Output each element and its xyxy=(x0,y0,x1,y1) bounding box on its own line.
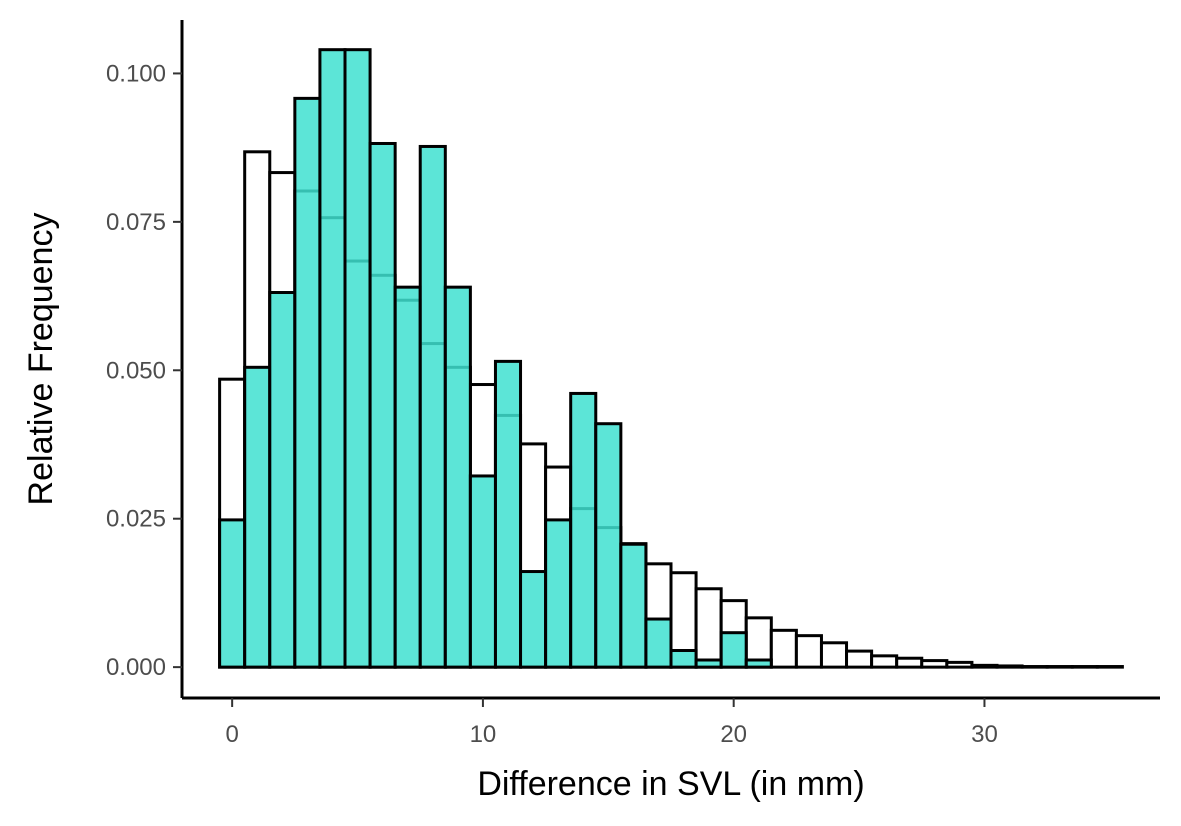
white-bar-23 xyxy=(794,634,823,669)
white-bar-25 xyxy=(845,649,874,669)
teal-bar-10 xyxy=(468,474,497,669)
teal-bar-16 xyxy=(619,542,648,669)
white-bar-19 xyxy=(694,587,723,669)
teal-bar-9 xyxy=(443,285,472,669)
white-bar-31 xyxy=(995,664,1024,669)
white-bar-27 xyxy=(895,656,924,669)
teal-bar-17 xyxy=(644,617,673,669)
white-bar-34 xyxy=(1070,665,1099,669)
teal-bar-1 xyxy=(243,365,272,669)
white-bar-33 xyxy=(1045,665,1074,669)
x-axis-title: Difference in SVL (in mm) xyxy=(477,765,864,803)
teal-bar-20 xyxy=(719,631,748,669)
white-bar-30 xyxy=(970,663,999,669)
teal-histogram-bars xyxy=(218,48,773,669)
white-bar-35 xyxy=(1095,665,1124,669)
teal-bar-19 xyxy=(694,658,723,669)
teal-bar-13 xyxy=(544,518,573,669)
x-tick-label: 30 xyxy=(971,721,998,748)
white-bar-29 xyxy=(945,660,974,669)
y-tick-label: 0.000 xyxy=(106,654,166,681)
teal-bar-18 xyxy=(669,649,698,669)
teal-bar-2 xyxy=(268,291,297,669)
teal-bar-15 xyxy=(594,422,623,669)
teal-bar-5 xyxy=(343,48,372,669)
y-tick-label: 0.075 xyxy=(106,209,166,236)
teal-bar-4 xyxy=(318,48,347,669)
y-tick-label: 0.050 xyxy=(106,357,166,384)
y-axis-ticks: 0.000 0.025 0.050 0.075 0.100 xyxy=(106,60,182,681)
y-tick-label: 0.100 xyxy=(106,60,166,87)
teal-bar-0 xyxy=(218,518,247,669)
white-bar-32 xyxy=(1020,665,1049,669)
teal-bar-7 xyxy=(393,285,422,669)
white-bar-28 xyxy=(920,659,949,669)
white-bar-26 xyxy=(870,654,899,669)
teal-bar-6 xyxy=(368,141,397,669)
white-bar-22 xyxy=(769,628,798,669)
x-tick-label: 0 xyxy=(225,721,238,748)
x-tick-label: 10 xyxy=(470,721,497,748)
white-bar-24 xyxy=(819,641,849,669)
teal-bar-14 xyxy=(569,391,598,669)
y-tick-label: 0.025 xyxy=(106,506,166,533)
teal-bar-3 xyxy=(293,96,322,669)
y-axis-title: Relative Frequency xyxy=(22,213,60,506)
teal-bar-11 xyxy=(493,359,523,669)
teal-bar-12 xyxy=(519,570,548,669)
teal-bar-21 xyxy=(744,658,773,669)
teal-bar-8 xyxy=(418,144,447,669)
x-tick-label: 20 xyxy=(720,721,747,748)
x-axis-ticks: 0 10 20 30 xyxy=(225,698,998,748)
